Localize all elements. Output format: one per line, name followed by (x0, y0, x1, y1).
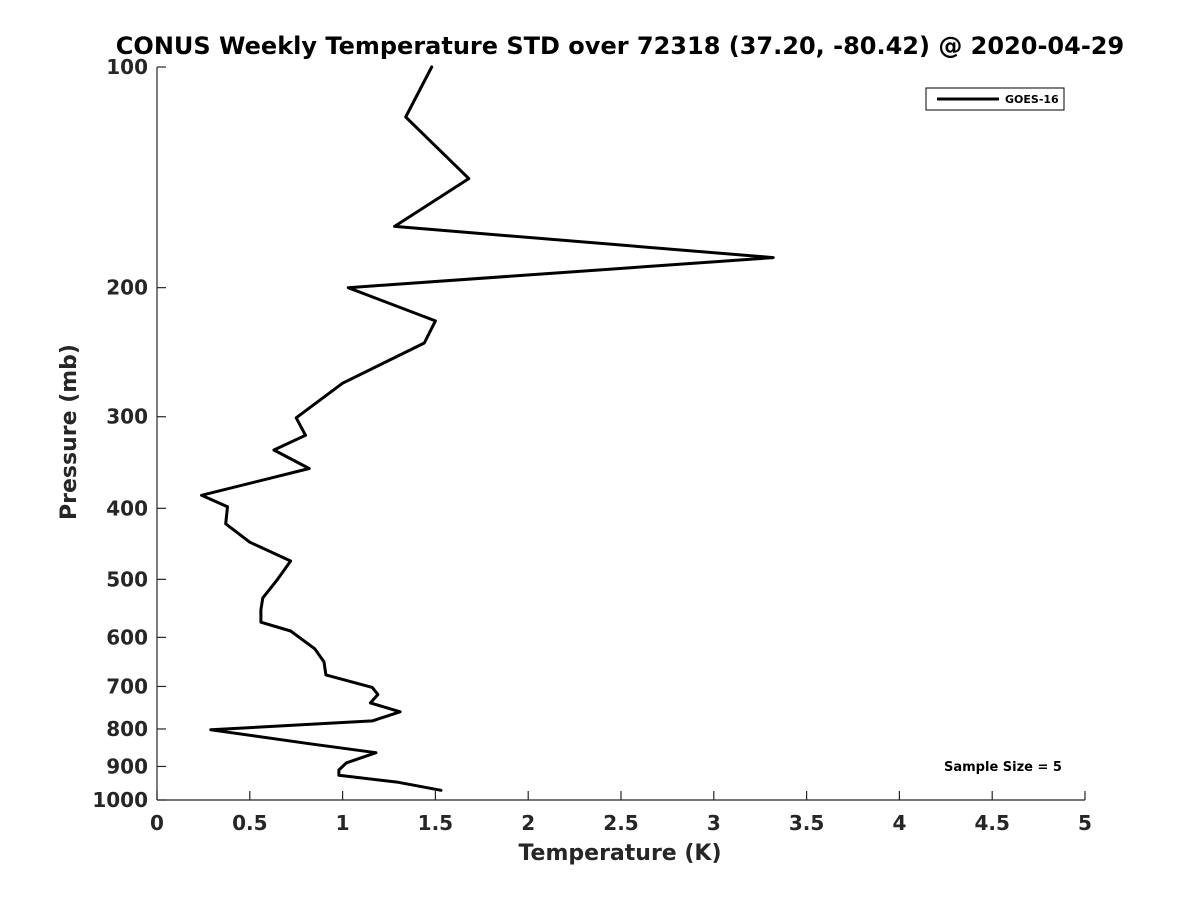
y-tick-label: 200 (106, 276, 148, 300)
y-tick-label: 600 (106, 625, 148, 649)
x-tick-label: 3 (707, 811, 721, 835)
x-tick-label: 4 (892, 811, 906, 835)
y-tick-label: 700 (106, 674, 148, 698)
series-line-goes-16 (200, 65, 775, 792)
y-tick-label: 300 (106, 405, 148, 429)
x-tick-label: 5 (1078, 811, 1092, 835)
legend-label-goes-16: GOES-16 (1005, 93, 1059, 106)
x-axis: 0 0.5 1 1.5 2 2.5 3 3.5 4 4.5 5 (150, 791, 1092, 835)
y-axis-label: Pressure (mb) (57, 344, 82, 520)
y-tick-label: 400 (106, 496, 148, 520)
y-tick-label: 100 (106, 55, 148, 79)
chart-title: CONUS Weekly Temperature STD over 72318 … (116, 32, 1124, 60)
x-tick-label: 0.5 (232, 811, 267, 835)
legend: GOES-16 (925, 87, 1065, 111)
series-layer (200, 65, 775, 792)
sample-size-annotation: Sample Size = 5 (944, 760, 1062, 775)
y-tick-label: 900 (106, 754, 148, 778)
x-tick-label: 1.5 (418, 811, 453, 835)
x-tick-label: 1 (336, 811, 350, 835)
y-tick-label: 500 (106, 567, 148, 591)
x-tick-label: 3.5 (789, 811, 824, 835)
y-axis: 100 200 300 400 500 600 700 800 900 1000 (92, 55, 166, 812)
x-tick-label: 0 (150, 811, 164, 835)
x-tick-label: 2.5 (603, 811, 638, 835)
x-tick-label: 4.5 (974, 811, 1009, 835)
y-tick-label: 800 (106, 717, 148, 741)
x-tick-label: 2 (521, 811, 535, 835)
y-tick-label: 1000 (92, 788, 148, 812)
x-axis-label: Temperature (K) (518, 841, 721, 866)
